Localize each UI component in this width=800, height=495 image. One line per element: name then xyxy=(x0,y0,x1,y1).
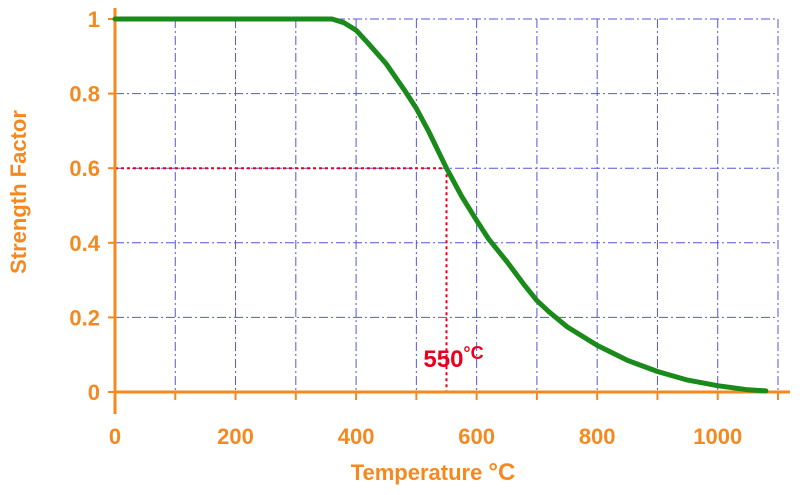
x-axis-unit: °C xyxy=(488,459,515,486)
x-tick-label: 0 xyxy=(109,424,121,449)
axes xyxy=(108,8,790,414)
annotation-unit: °C xyxy=(463,343,483,363)
y-tick-label: 0.4 xyxy=(69,231,100,256)
tick-labels: 0 200 400 600 800 1000 0 0.2 0.4 0.6 0.8 1 xyxy=(69,7,742,449)
y-tick-label: 0.2 xyxy=(69,305,100,330)
y-tick-label: 0 xyxy=(88,380,100,405)
temperature-annotation: 550°C xyxy=(423,343,483,373)
x-tick-label: 400 xyxy=(338,424,375,449)
x-axis-label: Temperature xyxy=(351,460,483,485)
y-tick-label: 0.6 xyxy=(69,156,100,181)
y-tick-label: 1 xyxy=(88,7,100,32)
strength-curve xyxy=(112,16,769,394)
x-tick-label: 1000 xyxy=(693,424,742,449)
x-tick-label: 600 xyxy=(458,424,495,449)
y-tick-label: 0.8 xyxy=(69,82,100,107)
annotation-value: 550 xyxy=(423,346,463,373)
y-axis-title: Strength Factor xyxy=(6,110,31,274)
x-axis-title: Temperature °C xyxy=(351,459,516,486)
x-tick-label: 800 xyxy=(579,424,616,449)
series xyxy=(112,16,769,394)
reference-lines xyxy=(115,167,448,392)
x-tick-label: 200 xyxy=(217,424,254,449)
